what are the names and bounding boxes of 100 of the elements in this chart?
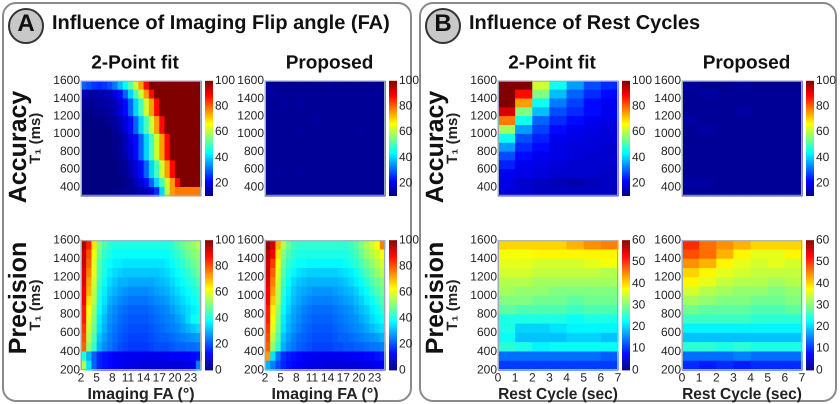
x-tick-label: 20 <box>352 370 366 385</box>
y-tick-label: 800 <box>244 306 264 321</box>
x-tick-label: 2 <box>712 370 720 385</box>
y-tick-label: 400 <box>476 344 498 358</box>
color-bar-label: 20 <box>816 319 830 334</box>
color-bar-label: 60 <box>399 284 413 298</box>
color-bar-label: 40 <box>632 150 646 164</box>
y-tick-label: 800 <box>476 306 498 321</box>
color-bar-label: 60 <box>215 124 229 138</box>
y-tick-label: 1200 <box>53 108 80 122</box>
y-tick-label: 1200 <box>470 108 498 122</box>
x-tick-label: 23 <box>184 370 198 385</box>
y-tick-label: 600 <box>660 325 682 340</box>
x-tick-label: 5 <box>764 370 772 385</box>
color-bar-label: 60 <box>632 124 646 138</box>
y-tick-label: 1000 <box>237 288 264 302</box>
color-bar-label: 60 <box>215 284 229 298</box>
x-tick-label: 4 <box>747 370 754 385</box>
y-tick-label: 1600 <box>654 73 682 88</box>
y-tick-label: 1600 <box>470 73 498 88</box>
x-tick-label: 17 <box>336 370 350 385</box>
y-tick-label: 1600 <box>237 73 264 88</box>
y-tick-label: 1200 <box>53 270 80 284</box>
color-bar-label: 50 <box>816 254 830 268</box>
x-tick-label: 7 <box>798 370 806 385</box>
x-tick-label: 6 <box>782 370 789 385</box>
y-tick-label: 1600 <box>237 232 264 247</box>
x-tick-label: 3 <box>730 370 738 385</box>
color-bar-label: 80 <box>215 98 229 113</box>
color-bar-label: 40 <box>215 150 229 164</box>
y-tick-label: 1400 <box>237 90 264 105</box>
color-bar-label: 80 <box>399 258 413 272</box>
x-tick-label: 14 <box>320 370 335 385</box>
y-tick-label: 800 <box>476 144 498 158</box>
x-tick-label: 7 <box>614 370 622 385</box>
y-tick-label: 800 <box>60 144 80 158</box>
y-tick-label: 1200 <box>654 108 682 122</box>
color-bar-label: 30 <box>632 297 646 312</box>
y-tick-label: 1400 <box>654 90 682 105</box>
color-bar-label: 40 <box>632 276 646 290</box>
y-tick-label: 1200 <box>470 270 498 284</box>
x-axis-title: Rest Cycle (sec) <box>498 386 618 403</box>
x-axis-title: Imaging FA (°) <box>271 386 379 403</box>
color-bar-label: 20 <box>215 175 229 190</box>
y-tick-label: 1400 <box>470 251 498 266</box>
text: Influence of Rest Cycles <box>469 12 700 35</box>
y-tick-label: 1400 <box>53 251 80 266</box>
y-tick-label: 400 <box>60 179 80 194</box>
color-bar-label: 100 <box>215 73 236 88</box>
y-tick-label: 1200 <box>654 270 682 284</box>
color-bar-label: 10 <box>632 340 646 355</box>
y-tick-label: 400 <box>60 344 80 358</box>
y-tick-label: 1400 <box>654 251 682 266</box>
x-axis-title: Imaging FA (°) <box>87 386 195 403</box>
x-tick-label: 20 <box>168 370 182 385</box>
x-tick-label: 3 <box>546 370 554 385</box>
y-tick-label: 1000 <box>654 288 682 302</box>
x-tick-label: 11 <box>122 370 135 385</box>
chart-title: Proposed <box>286 52 374 74</box>
y-tick-label: 1000 <box>237 126 264 140</box>
x-tick-label: 6 <box>598 370 605 385</box>
color-bar-label: 100 <box>399 232 420 247</box>
color-bar-label: 20 <box>399 175 413 190</box>
text: A <box>8 8 44 44</box>
chart-title: Proposed <box>702 52 790 74</box>
color-bar-label: 40 <box>816 150 830 164</box>
color-bar-label: 20 <box>816 175 830 190</box>
y-tick-label: 1000 <box>53 126 80 140</box>
text: B <box>425 8 461 44</box>
y-tick-label: 600 <box>476 162 498 176</box>
y-tick-label: 1200 <box>237 270 264 284</box>
x-tick-label: 5 <box>580 370 588 385</box>
y-tick-label: 400 <box>660 179 682 194</box>
x-tick-label: 17 <box>152 370 166 385</box>
y-tick-label: 1000 <box>470 288 498 302</box>
color-bar-label: 100 <box>215 232 236 247</box>
y-tick-label: 800 <box>660 144 682 158</box>
y-tick-label: 1400 <box>237 251 264 266</box>
x-tick-label: 14 <box>136 370 151 385</box>
color-bar-label: 60 <box>399 124 413 138</box>
y-tick-label: 800 <box>244 144 264 158</box>
color-bar-label: 100 <box>399 73 420 88</box>
color-bar-label: 30 <box>816 297 830 312</box>
y-tick-label: 600 <box>660 162 682 176</box>
x-tick-label: 4 <box>563 370 570 385</box>
y-tick-label: 400 <box>244 179 264 194</box>
y-tick-label: 600 <box>244 162 264 176</box>
color-bar-label: 20 <box>632 319 646 334</box>
color-bar-label: 60 <box>816 124 830 138</box>
x-tick-label: 11 <box>306 370 319 385</box>
y-tick-label: 1600 <box>53 73 80 88</box>
y-tick-label: 1000 <box>470 126 498 140</box>
x-tick-label: 23 <box>368 370 382 385</box>
color-bar-label: 40 <box>215 310 229 324</box>
chart-title: 2-Point fit <box>508 52 596 74</box>
color-bar-label: 100 <box>632 73 652 88</box>
y-tick-label: 400 <box>660 344 682 358</box>
color-bar-label: 100 <box>816 73 836 88</box>
y-tick-label: 400 <box>476 179 498 194</box>
x-tick-label: 5 <box>93 370 100 385</box>
